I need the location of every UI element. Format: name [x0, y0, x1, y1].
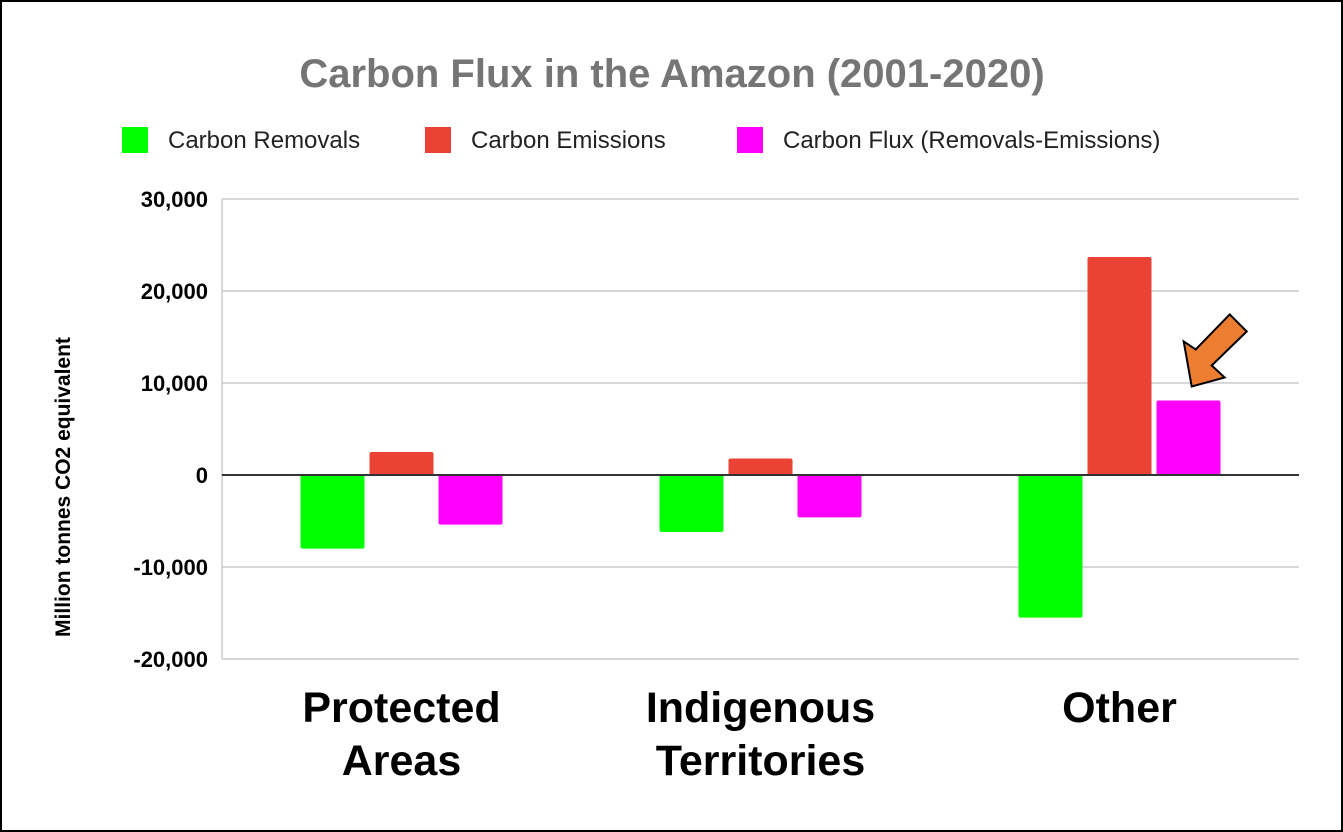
x-tick-label: Indigenous Territories: [646, 684, 875, 785]
bar: [1087, 256, 1152, 475]
legend-swatch: [737, 127, 763, 153]
bar: [300, 475, 365, 549]
bar: [659, 475, 724, 533]
bar: [369, 452, 434, 475]
x-tick-label: Other: [1062, 684, 1177, 732]
y-tick-label: 20,000: [141, 279, 208, 304]
legend-swatch: [122, 127, 148, 153]
y-tick-label: 30,000: [141, 187, 208, 212]
bar: [1018, 475, 1083, 618]
y-axis-label: Million tonnes CO2 equivalent: [52, 337, 75, 637]
legend: Carbon Removals Carbon Emissions Carbon Fl…: [122, 127, 1160, 154]
bar: [728, 458, 793, 475]
legend-item: Carbon Removals: [122, 127, 360, 154]
bar: [797, 475, 862, 518]
x-tick-label: Protected Areas: [302, 684, 500, 785]
legend-item: Carbon Flux (Removals-Emissions): [737, 127, 1160, 154]
legend-item: Carbon Emissions: [425, 127, 666, 154]
annotations: [1182, 313, 1249, 388]
legend-swatch: [425, 127, 451, 153]
legend-label: Carbon Emissions: [471, 127, 666, 154]
y-tick-label: 10,000: [141, 371, 208, 396]
bars: [300, 256, 1221, 618]
y-tick-label: 0: [196, 463, 208, 488]
legend-label: Carbon Flux (Removals-Emissions): [783, 127, 1160, 154]
annotation-arrow: [1182, 313, 1249, 388]
x-axis-ticks: Protected Areas Indigenous Territories Other: [302, 684, 1177, 785]
bar: [438, 475, 503, 525]
bar: [1156, 400, 1221, 475]
y-tick-label: -10,000: [133, 555, 208, 580]
chart-title: Carbon Flux in the Amazon (2001-2020): [299, 52, 1044, 96]
y-axis-ticks: 30,000 20,000 10,000 0 -10,000 -20,000: [133, 187, 208, 672]
legend-label: Carbon Removals: [168, 127, 360, 154]
y-tick-label: -20,000: [133, 647, 208, 672]
